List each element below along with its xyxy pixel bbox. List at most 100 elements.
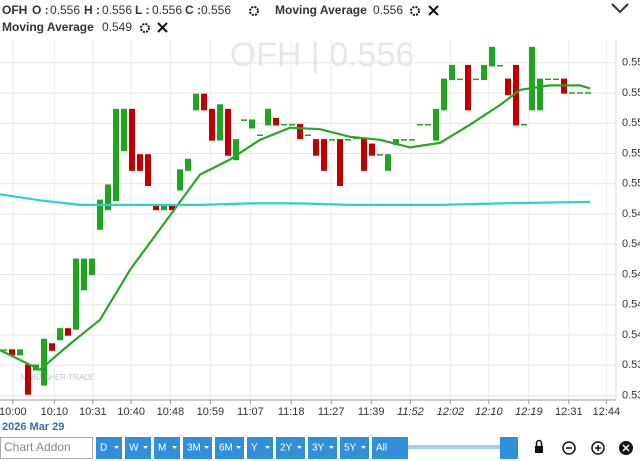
zoom-out-icon[interactable] xyxy=(562,441,576,455)
slider-handle[interactable] xyxy=(390,437,408,459)
logo: MUBASHER TRADE xyxy=(21,373,96,382)
y-tick-label: 0.53 xyxy=(622,359,640,371)
range-button[interactable] xyxy=(125,437,151,459)
symbol: OFH xyxy=(2,3,27,17)
candle xyxy=(249,119,255,129)
y-tick-label: 0.54 xyxy=(622,299,640,311)
moving-average-line xyxy=(0,193,591,206)
candle xyxy=(113,108,119,202)
y-tick-label: 0.55 xyxy=(622,117,640,129)
x-tick-label: 12:44 xyxy=(593,406,621,418)
dropdown-arrow xyxy=(143,446,148,449)
candle xyxy=(17,349,23,356)
candle xyxy=(409,139,415,141)
x-tick-label: 12:10 xyxy=(475,406,503,418)
candle xyxy=(297,123,303,140)
x-tick-label: 10:00 xyxy=(0,406,27,418)
candle xyxy=(145,154,151,186)
candle xyxy=(121,108,127,152)
candle xyxy=(41,338,47,386)
x-tick-label: 12:31 xyxy=(555,406,583,418)
candle xyxy=(545,78,551,81)
legend-value: 0.549 xyxy=(102,20,132,34)
collapse-icon[interactable] xyxy=(611,3,629,14)
candle xyxy=(57,328,63,341)
date-label: 2026 Mar 29 xyxy=(2,421,64,433)
ohlc-value: 0.556 xyxy=(152,3,182,17)
range-button[interactable] xyxy=(308,437,337,459)
range-label: 2Y xyxy=(280,443,293,454)
settings-icon[interactable] xyxy=(249,6,259,16)
addon-placeholder: Chart Addon xyxy=(4,440,71,454)
y-tick-label: 0.53 xyxy=(622,389,640,401)
range-button[interactable] xyxy=(340,437,369,459)
slider-track[interactable] xyxy=(392,445,516,449)
candle xyxy=(153,204,159,211)
candle xyxy=(465,64,471,111)
candle xyxy=(73,258,79,330)
range-label: D xyxy=(100,443,107,454)
ohlc-label: O : xyxy=(32,3,49,17)
candle xyxy=(321,139,327,171)
candle xyxy=(257,134,263,137)
x-tick-label: 10:48 xyxy=(157,406,185,418)
slider-handle[interactable] xyxy=(500,437,518,459)
candle xyxy=(273,117,279,126)
candle xyxy=(457,78,463,81)
range-button[interactable] xyxy=(154,437,180,459)
x-tick-label: 10:59 xyxy=(197,406,225,418)
zoom-in-icon[interactable] xyxy=(591,441,605,455)
candle xyxy=(449,64,455,81)
candle xyxy=(505,78,511,96)
zoom-in-plus xyxy=(595,445,601,451)
candle xyxy=(361,137,367,171)
legend-name: Moving Average xyxy=(275,3,367,17)
y-tick-label: 0.55 xyxy=(622,178,640,190)
candle xyxy=(425,123,431,126)
candle xyxy=(377,154,383,156)
range-label: 3M xyxy=(187,443,201,454)
settings-icon[interactable] xyxy=(140,23,150,33)
candle xyxy=(9,349,15,356)
x-tick-label: 11:52 xyxy=(397,406,424,418)
x-tick-label: 11:39 xyxy=(358,406,385,418)
range-button[interactable] xyxy=(276,437,305,459)
settings-icon[interactable] xyxy=(410,6,420,16)
range-label: M xyxy=(158,443,166,454)
candle xyxy=(521,123,527,126)
y-tick-label: 0.55 xyxy=(622,87,640,99)
candle xyxy=(25,364,31,395)
close-icon[interactable] xyxy=(157,22,168,33)
range-button[interactable] xyxy=(183,437,212,459)
candle xyxy=(337,139,343,186)
candle xyxy=(265,108,271,126)
candle xyxy=(1,349,7,351)
x-tick-label: 12:02 xyxy=(437,406,465,418)
y-tick-label: 0.54 xyxy=(622,208,640,220)
candle xyxy=(569,92,575,94)
candle xyxy=(513,64,519,126)
range-button[interactable] xyxy=(215,437,244,459)
header-icons xyxy=(140,5,439,33)
lock-icon[interactable] xyxy=(535,446,543,453)
close-icon[interactable] xyxy=(428,5,439,16)
y-tick-label: 0.55 xyxy=(622,147,640,159)
candle xyxy=(473,78,479,81)
y-tick-label: 0.54 xyxy=(622,329,640,341)
range-button[interactable] xyxy=(247,437,273,459)
x-tick-label: 11:07 xyxy=(237,406,264,418)
range-label: All xyxy=(376,443,387,454)
range-label: 5Y xyxy=(344,443,357,454)
addon-input[interactable] xyxy=(0,437,93,459)
candle xyxy=(193,93,199,111)
range-button[interactable] xyxy=(96,437,122,459)
candle xyxy=(393,139,399,146)
candle xyxy=(97,199,103,230)
candle xyxy=(233,139,239,161)
ohlc-label: L : xyxy=(135,3,149,17)
candle xyxy=(329,139,335,141)
candle xyxy=(529,46,535,111)
ohlc-label: H : xyxy=(84,3,100,17)
candle xyxy=(241,119,247,121)
candle xyxy=(481,64,487,81)
